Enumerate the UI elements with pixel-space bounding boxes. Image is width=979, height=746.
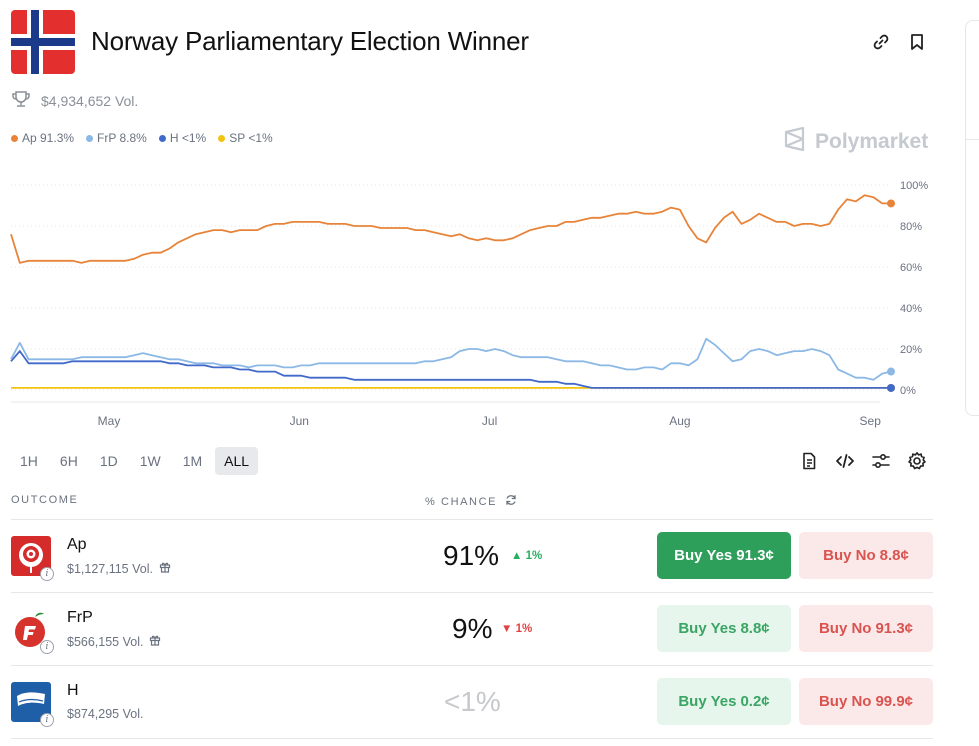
x-tick-label: Aug [669, 414, 690, 428]
info-icon[interactable]: i [40, 567, 54, 581]
divider [11, 738, 933, 739]
x-tick-label: Sep [860, 414, 882, 428]
outcome-row-ap: i Ap $1,127,115 Vol. 91% ▲ 1% Buy Yes 91.… [11, 520, 933, 593]
info-icon[interactable]: i [40, 713, 54, 727]
document-icon[interactable] [799, 451, 819, 471]
y-tick-label: 60% [900, 262, 922, 274]
series-endpoint-h [887, 383, 895, 392]
outcome-column-header: OUTCOME [11, 494, 79, 506]
legend-dot [218, 134, 226, 142]
price-history-chart[interactable]: 100% 80% 60% 40% 20% 0% May Jun Jul Aug Sep [0, 170, 935, 435]
outcome-chance: 9% [452, 613, 493, 644]
range-6h[interactable]: 6H [59, 453, 78, 469]
series-endpoint-ap [887, 199, 895, 208]
refresh-icon[interactable] [505, 494, 517, 509]
series-line-ap [10, 194, 891, 264]
divider [11, 519, 933, 520]
x-tick-label: May [98, 414, 121, 428]
range-1w[interactable]: 1W [139, 453, 161, 469]
series-endpoint-frp [887, 367, 895, 376]
range-1d[interactable]: 1D [99, 453, 118, 469]
settings-gear-icon[interactable] [907, 451, 927, 471]
divider [11, 665, 933, 666]
buy-yes-button[interactable]: Buy Yes 91.3¢ [657, 532, 791, 579]
y-tick-label: 20% [900, 344, 922, 356]
legend-item-h: H <1% [158, 131, 206, 145]
chart-legend: Ap 91.3% FrP 8.8% H <1% SP <1% [11, 131, 273, 145]
outcome-name: Ap [67, 536, 87, 553]
page-title: Norway Parliamentary Election Winner [91, 26, 529, 56]
outcome-chance: 91% [443, 540, 500, 571]
volume-row: $4,934,652 Vol. [11, 90, 138, 111]
y-tick-label: 0% [900, 385, 916, 397]
outcome-volume: $874,295 Vol. [67, 707, 144, 721]
outcome-row-frp: i FrP $566,155 Vol. 9% ▼ 1% Buy Yes 8.8¢ … [11, 593, 933, 666]
series-line-h [10, 350, 891, 389]
y-tick-label: 40% [900, 303, 922, 315]
gift-icon[interactable] [149, 634, 161, 649]
legend-item-frp: FrP 8.8% [86, 131, 147, 145]
legend-dot [11, 134, 18, 142]
outcome-chance: <1% [444, 686, 501, 717]
divider [11, 592, 933, 593]
gift-icon[interactable] [159, 561, 171, 576]
info-icon[interactable]: i [40, 640, 54, 654]
total-volume: $4,934,652 Vol. [41, 92, 139, 109]
embed-code-icon[interactable] [835, 451, 855, 471]
trophy-icon [11, 90, 31, 111]
sliders-icon[interactable] [871, 451, 891, 471]
series-line-frp [10, 337, 892, 381]
chance-delta: ▼ 1% [501, 623, 533, 635]
range-1m[interactable]: 1M [182, 453, 203, 469]
trade-side-panel [965, 20, 979, 416]
outcome-name: FrP [67, 609, 93, 626]
y-tick-label: 100% [900, 180, 928, 192]
chance-delta: ▲ 1% [511, 550, 543, 562]
link-icon[interactable] [871, 32, 891, 52]
chance-column-header: % CHANCE [425, 494, 517, 509]
bookmark-icon[interactable] [907, 32, 927, 52]
outcome-volume: $1,127,115 Vol. [67, 561, 171, 576]
legend-dot [158, 134, 166, 142]
norway-flag-icon [11, 10, 75, 74]
outcome-name: H [67, 682, 79, 699]
buy-no-button[interactable]: Buy No 8.8¢ [799, 532, 933, 579]
outcome-volume: $566,155 Vol. [67, 634, 161, 649]
buy-no-button[interactable]: Buy No 91.3¢ [799, 605, 933, 652]
polymarket-watermark: Polymarket [783, 126, 928, 158]
polymarket-logo-icon [783, 126, 807, 158]
buy-yes-button[interactable]: Buy Yes 0.2¢ [657, 678, 791, 725]
time-range-selector: 1H 6H 1D 1W 1M ALL [11, 447, 259, 475]
legend-dot [86, 134, 94, 142]
legend-item-ap: Ap 91.3% [11, 131, 74, 145]
range-all[interactable]: ALL [215, 447, 259, 475]
outcome-row-h: i H $874,295 Vol. <1% Buy Yes 0.2¢ Buy No… [11, 666, 933, 739]
y-tick-label: 80% [900, 221, 922, 233]
buy-no-button[interactable]: Buy No 99.9¢ [799, 678, 933, 725]
buy-yes-button[interactable]: Buy Yes 8.8¢ [657, 605, 791, 652]
x-tick-label: Jun [290, 414, 309, 428]
legend-item-sp: SP <1% [218, 131, 273, 145]
x-tick-label: Jul [482, 414, 497, 428]
range-1h[interactable]: 1H [20, 453, 38, 469]
